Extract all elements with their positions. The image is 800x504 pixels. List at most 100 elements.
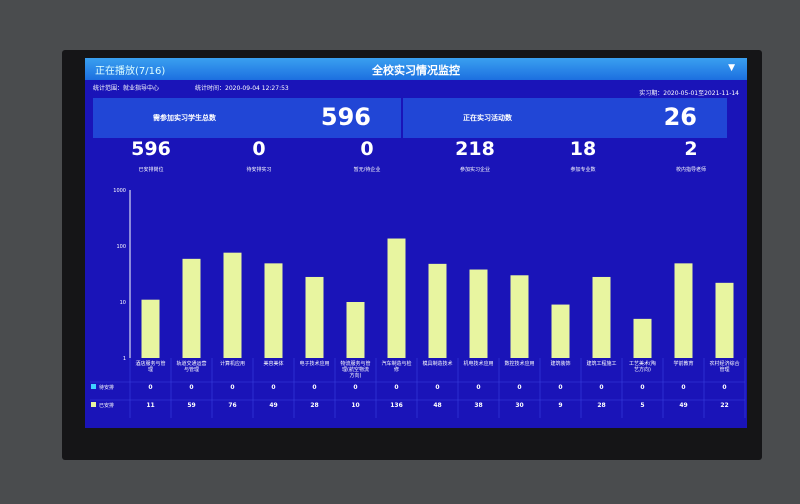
period-text: 实习期：2020-05-01至2021-11-14	[639, 90, 739, 97]
bar-arranged[interactable]	[674, 263, 693, 358]
stat-card: 2 校内指导老师	[639, 138, 743, 180]
page-title: 全校实习情况监控	[372, 64, 460, 77]
value-arranged: 38	[474, 402, 482, 409]
y-tick-label: 100	[116, 244, 126, 250]
stat-value: 2	[684, 138, 698, 160]
kpi-total-students: 需参加实习学生总数 596	[93, 98, 401, 138]
kpi-active-internships: 正在实习活动数 26	[403, 98, 727, 138]
stat-label: 已安排岗位	[138, 167, 164, 173]
playing-indicator[interactable]: 正在播放(7/16)	[95, 66, 166, 77]
bar-arranged[interactable]	[264, 263, 283, 358]
value-arranged: 49	[679, 402, 687, 409]
legend-swatch	[91, 384, 96, 389]
value-pending: 0	[517, 384, 521, 391]
scope-text: 统计范围：就业指导中心	[93, 85, 160, 92]
legend-label: 已安排	[99, 402, 114, 409]
x-category-label: 机电技术应用	[463, 360, 493, 367]
bar-arranged[interactable]	[510, 275, 529, 358]
x-category-label: 物流服务与管理(航空物流方向)	[340, 360, 370, 379]
stat-card: 0 待安排实习	[207, 138, 311, 180]
value-arranged: 9	[558, 402, 562, 409]
value-arranged: 30	[515, 402, 523, 409]
x-category-label: 学前教育	[673, 360, 693, 367]
y-tick-label: 1000	[113, 188, 126, 194]
value-pending: 0	[271, 384, 275, 391]
bar-arranged[interactable]	[715, 282, 734, 358]
stat-value: 0	[360, 138, 374, 160]
stat-card: 0 暂无/待企业	[315, 138, 419, 180]
bar-arranged[interactable]	[592, 276, 611, 358]
x-category-label: 模具制造技术	[422, 360, 452, 367]
stat-label: 校内指导老师	[675, 167, 706, 173]
top-bar: 正在播放(7/16) 全校实习情况监控 ▼	[85, 58, 747, 80]
x-category-label: 建筑工程施工	[586, 360, 616, 367]
value-pending: 0	[230, 384, 234, 391]
dashboard-screen: 正在播放(7/16) 全校实习情况监控 ▼ 统计范围：就业指导中心 统计时间：2…	[85, 58, 747, 428]
y-tick-label: 10	[120, 300, 126, 306]
y-tick-label: 1	[123, 356, 126, 362]
time-text: 统计时间：2020-09-04 12:27:53	[195, 85, 289, 92]
bar-chart: 1101001000待安排已安排酒店服务与管理011轨道交通运营与管理059计算…	[90, 188, 746, 418]
value-arranged: 28	[597, 402, 605, 409]
bar-arranged[interactable]	[305, 276, 324, 358]
stat-label: 参加实习企业	[459, 167, 490, 173]
stat-label: 暂无/待企业	[353, 167, 381, 173]
x-category-label: 农村经济综合管理	[709, 360, 739, 373]
value-pending: 0	[599, 384, 603, 391]
stat-card: 218 参加实习企业	[423, 138, 527, 180]
bar-arranged[interactable]	[223, 252, 242, 358]
x-category-label: 电子技术应用	[299, 360, 329, 367]
x-category-label: 建筑装饰	[550, 360, 570, 367]
value-arranged: 59	[187, 402, 195, 409]
kpi-value: 596	[320, 103, 371, 131]
value-pending: 0	[640, 384, 644, 391]
bar-arranged[interactable]	[469, 269, 488, 358]
kpi-label: 正在实习活动数	[463, 114, 512, 122]
value-arranged: 22	[720, 402, 728, 409]
value-pending: 0	[681, 384, 685, 391]
x-category-label: 工艺美术(陶艺方向)	[629, 360, 656, 373]
stat-card: 596 已安排岗位	[99, 138, 203, 180]
x-category-label: 酒店服务与管理	[135, 360, 165, 373]
value-pending: 0	[312, 384, 316, 391]
value-pending: 0	[476, 384, 480, 391]
caret-down-icon[interactable]: ▼	[728, 63, 735, 73]
x-category-label: 计算机应用	[220, 360, 245, 367]
stat-label: 参加专业数	[570, 167, 596, 173]
value-pending: 0	[394, 384, 398, 391]
value-arranged: 48	[433, 402, 441, 409]
bar-arranged[interactable]	[346, 302, 365, 358]
value-pending: 0	[353, 384, 357, 391]
stat-value: 0	[252, 138, 266, 160]
stat-label: 待安排实习	[246, 167, 272, 173]
value-arranged: 5	[640, 402, 644, 409]
value-arranged: 10	[351, 402, 359, 409]
bar-arranged[interactable]	[141, 299, 160, 358]
value-arranged: 136	[390, 402, 403, 409]
bar-arranged[interactable]	[182, 258, 201, 358]
value-arranged: 76	[228, 402, 236, 409]
kpi-value: 26	[663, 103, 697, 131]
x-category-label: 汽车制造与检修	[381, 360, 411, 373]
bar-arranged[interactable]	[428, 263, 447, 358]
bar-arranged[interactable]	[633, 318, 652, 358]
x-category-label: 美容美体	[263, 360, 283, 367]
stat-value: 18	[569, 138, 597, 160]
stat-value: 218	[455, 138, 495, 160]
value-arranged: 49	[269, 402, 277, 409]
legend-label: 待安排	[99, 384, 114, 391]
value-arranged: 28	[310, 402, 318, 409]
x-category-label: 轨道交通运营与管理	[176, 360, 206, 373]
value-pending: 0	[722, 384, 726, 391]
value-pending: 0	[189, 384, 193, 391]
value-pending: 0	[435, 384, 439, 391]
value-arranged: 11	[146, 402, 154, 409]
stat-card: 18 参加专业数	[531, 138, 635, 180]
bar-arranged[interactable]	[387, 238, 406, 358]
x-category-label: 数控技术应用	[504, 360, 534, 367]
bar-arranged[interactable]	[551, 304, 570, 358]
legend-swatch	[91, 402, 96, 407]
value-pending: 0	[148, 384, 152, 391]
kpi-label: 需参加实习学生总数	[153, 114, 216, 122]
stat-value: 596	[131, 138, 171, 160]
